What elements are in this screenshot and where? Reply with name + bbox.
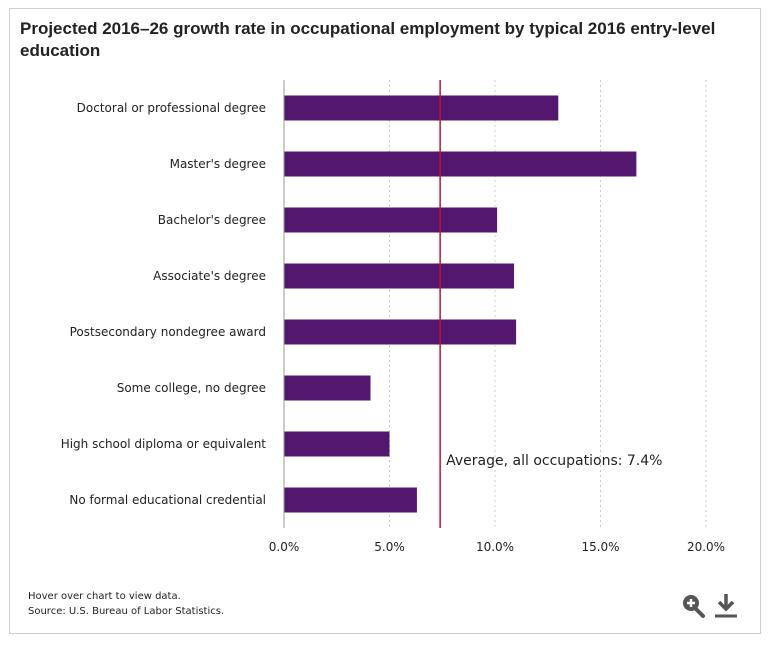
category-label: Bachelor's degree <box>158 213 266 227</box>
bar[interactable] <box>284 151 637 177</box>
category-label: Postsecondary nondegree award <box>70 325 266 339</box>
category-label: No formal educational credential <box>69 493 266 507</box>
category-label: High school diploma or equivalent <box>61 437 267 451</box>
category-label: Master's degree <box>170 157 266 171</box>
x-tick-label: 10.0% <box>476 540 514 554</box>
category-label: Associate's degree <box>153 269 266 283</box>
bar[interactable] <box>284 431 390 457</box>
download-button[interactable] <box>712 590 740 620</box>
x-axis-ticks: 0.0% 5.0% 10.0% 15.0% 20.0% <box>269 540 725 554</box>
category-labels: Doctoral or professional degree Master's … <box>61 101 267 507</box>
download-icon <box>715 594 737 618</box>
bar[interactable] <box>284 319 517 345</box>
bar[interactable] <box>284 263 514 289</box>
x-tick-label: 15.0% <box>581 540 619 554</box>
x-tick-label: 20.0% <box>687 540 725 554</box>
x-tick-label: 5.0% <box>374 540 405 554</box>
bars[interactable] <box>284 95 637 513</box>
zoom-in-button[interactable] <box>680 590 708 620</box>
bar[interactable] <box>284 487 417 513</box>
x-tick-label: 0.0% <box>269 540 300 554</box>
hover-hint: Hover over chart to view data. <box>28 591 181 602</box>
bar[interactable] <box>284 375 371 401</box>
zoom-in-icon <box>683 595 705 618</box>
bar[interactable] <box>284 95 559 121</box>
category-label: Some college, no degree <box>117 381 266 395</box>
source-note: Source: U.S. Bureau of Labor Statistics. <box>28 606 225 617</box>
average-line-label: Average, all occupations: 7.4% <box>446 453 662 469</box>
chart-title: Projected 2016–26 growth rate in occupat… <box>20 19 716 60</box>
category-label: Doctoral or professional degree <box>77 101 266 115</box>
bar[interactable] <box>284 207 498 233</box>
